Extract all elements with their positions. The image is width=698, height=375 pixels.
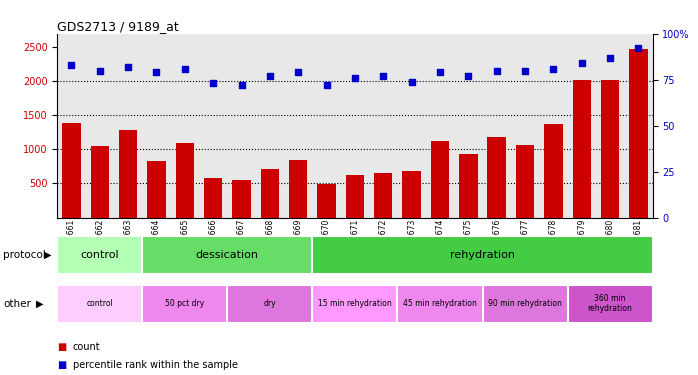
- Bar: [318, 184, 336, 218]
- Bar: [346, 175, 364, 217]
- Bar: [142, 236, 313, 274]
- Point: [576, 60, 587, 66]
- Bar: [204, 178, 223, 218]
- Point: [434, 69, 445, 75]
- Point: [179, 66, 191, 72]
- Point: [548, 66, 559, 72]
- Text: 90 min rehydration: 90 min rehydration: [488, 299, 562, 308]
- Text: control: control: [87, 299, 113, 308]
- Bar: [572, 80, 591, 218]
- Bar: [431, 141, 450, 218]
- Bar: [544, 124, 563, 218]
- Point: [406, 78, 417, 84]
- Bar: [567, 285, 653, 322]
- Point: [207, 80, 218, 86]
- Text: 360 min
rehydration: 360 min rehydration: [588, 294, 632, 314]
- Bar: [91, 146, 109, 218]
- Text: count: count: [73, 342, 101, 352]
- Text: GDS2713 / 9189_at: GDS2713 / 9189_at: [57, 20, 179, 33]
- Text: percentile rank within the sample: percentile rank within the sample: [73, 360, 237, 370]
- Text: rehydration: rehydration: [450, 250, 515, 260]
- Point: [519, 68, 530, 74]
- Point: [321, 82, 332, 88]
- Text: ▶: ▶: [36, 299, 44, 309]
- Bar: [147, 161, 165, 218]
- Bar: [459, 154, 477, 218]
- Bar: [313, 236, 653, 274]
- Point: [491, 68, 503, 74]
- Bar: [482, 285, 567, 322]
- Point: [604, 55, 616, 61]
- Bar: [260, 169, 279, 217]
- Bar: [176, 142, 194, 218]
- Text: 45 min rehydration: 45 min rehydration: [403, 299, 477, 308]
- Bar: [397, 285, 482, 322]
- Text: 50 pct dry: 50 pct dry: [165, 299, 205, 308]
- Bar: [516, 145, 534, 218]
- Point: [265, 73, 276, 79]
- Text: 15 min rehydration: 15 min rehydration: [318, 299, 392, 308]
- Bar: [228, 285, 313, 322]
- Bar: [62, 123, 81, 218]
- Bar: [601, 80, 619, 218]
- Bar: [487, 136, 506, 218]
- Point: [378, 73, 389, 79]
- Text: other: other: [3, 299, 31, 309]
- Point: [349, 75, 360, 81]
- Point: [151, 69, 162, 75]
- Text: control: control: [80, 250, 119, 260]
- Text: ■: ■: [57, 360, 66, 370]
- Bar: [57, 285, 142, 322]
- Point: [123, 64, 134, 70]
- Point: [463, 73, 474, 79]
- Bar: [119, 130, 138, 218]
- Bar: [232, 180, 251, 218]
- Point: [236, 82, 247, 88]
- Bar: [629, 49, 648, 217]
- Bar: [142, 285, 228, 322]
- Bar: [289, 160, 307, 218]
- Bar: [57, 236, 142, 274]
- Point: [292, 69, 304, 75]
- Bar: [374, 173, 392, 217]
- Text: dessication: dessication: [196, 250, 259, 260]
- Text: dry: dry: [264, 299, 276, 308]
- Text: ▶: ▶: [44, 250, 52, 260]
- Point: [633, 45, 644, 51]
- Point: [94, 68, 105, 74]
- Bar: [403, 171, 421, 217]
- Text: ■: ■: [57, 342, 66, 352]
- Bar: [313, 285, 397, 322]
- Point: [66, 62, 77, 68]
- Text: protocol: protocol: [3, 250, 46, 260]
